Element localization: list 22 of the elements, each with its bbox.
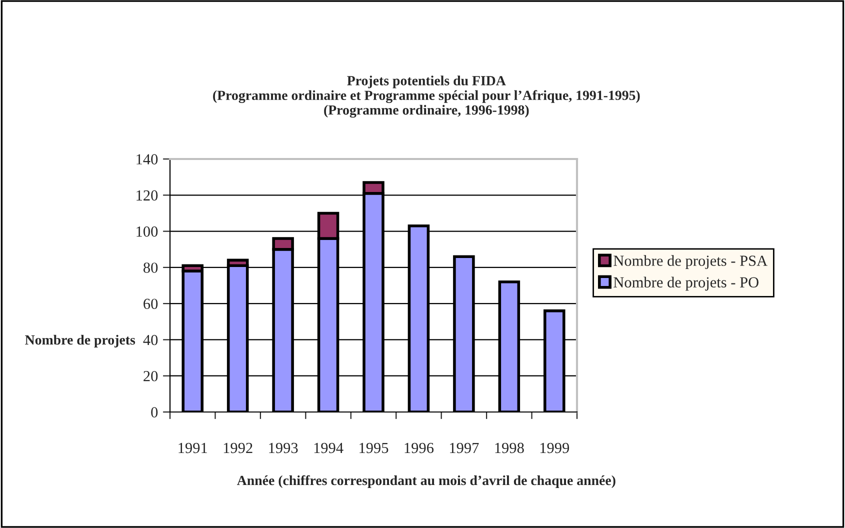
y-tick-label: 40 (143, 334, 158, 346)
y-tick-label: 20 (144, 371, 158, 382)
x-tick-label: 1991 (178, 442, 207, 454)
x-tick-label: 1997 (450, 442, 479, 454)
x-tick-label: 1994 (314, 442, 344, 454)
y-axis-title: Nombre de projets (25, 334, 136, 348)
legend-label: Nombre de projets - PO (614, 276, 758, 291)
y-tick-label: 120 (136, 190, 158, 201)
y-tick-label: 140 (136, 154, 158, 164)
legend-label: Nombre de projets - PSA (614, 255, 768, 270)
y-tick-label: 60 (144, 298, 158, 310)
x-tick-label: 1992 (224, 442, 252, 454)
x-tick-label: 1999 (540, 442, 570, 454)
y-tick-label: 100 (136, 226, 158, 237)
x-tick-label: 1995 (360, 442, 388, 454)
y-tick-label: 0 (151, 407, 158, 418)
x-tick-label: 1996 (404, 442, 434, 454)
x-tick-label: 1993 (269, 442, 298, 454)
chart-title: Projets potentiels du FIDA (Programme ordinaire et Programme spécial pour l’Afrique, 1991-1995) (Programme ordinaire, 1996-1998) (213, 76, 640, 118)
x-tick-label: 1998 (495, 442, 524, 454)
y-tick-label: 80 (144, 262, 158, 273)
x-axis-title: Année (chiffres correspondant au mois d’avril de chaque année) (236, 475, 616, 488)
